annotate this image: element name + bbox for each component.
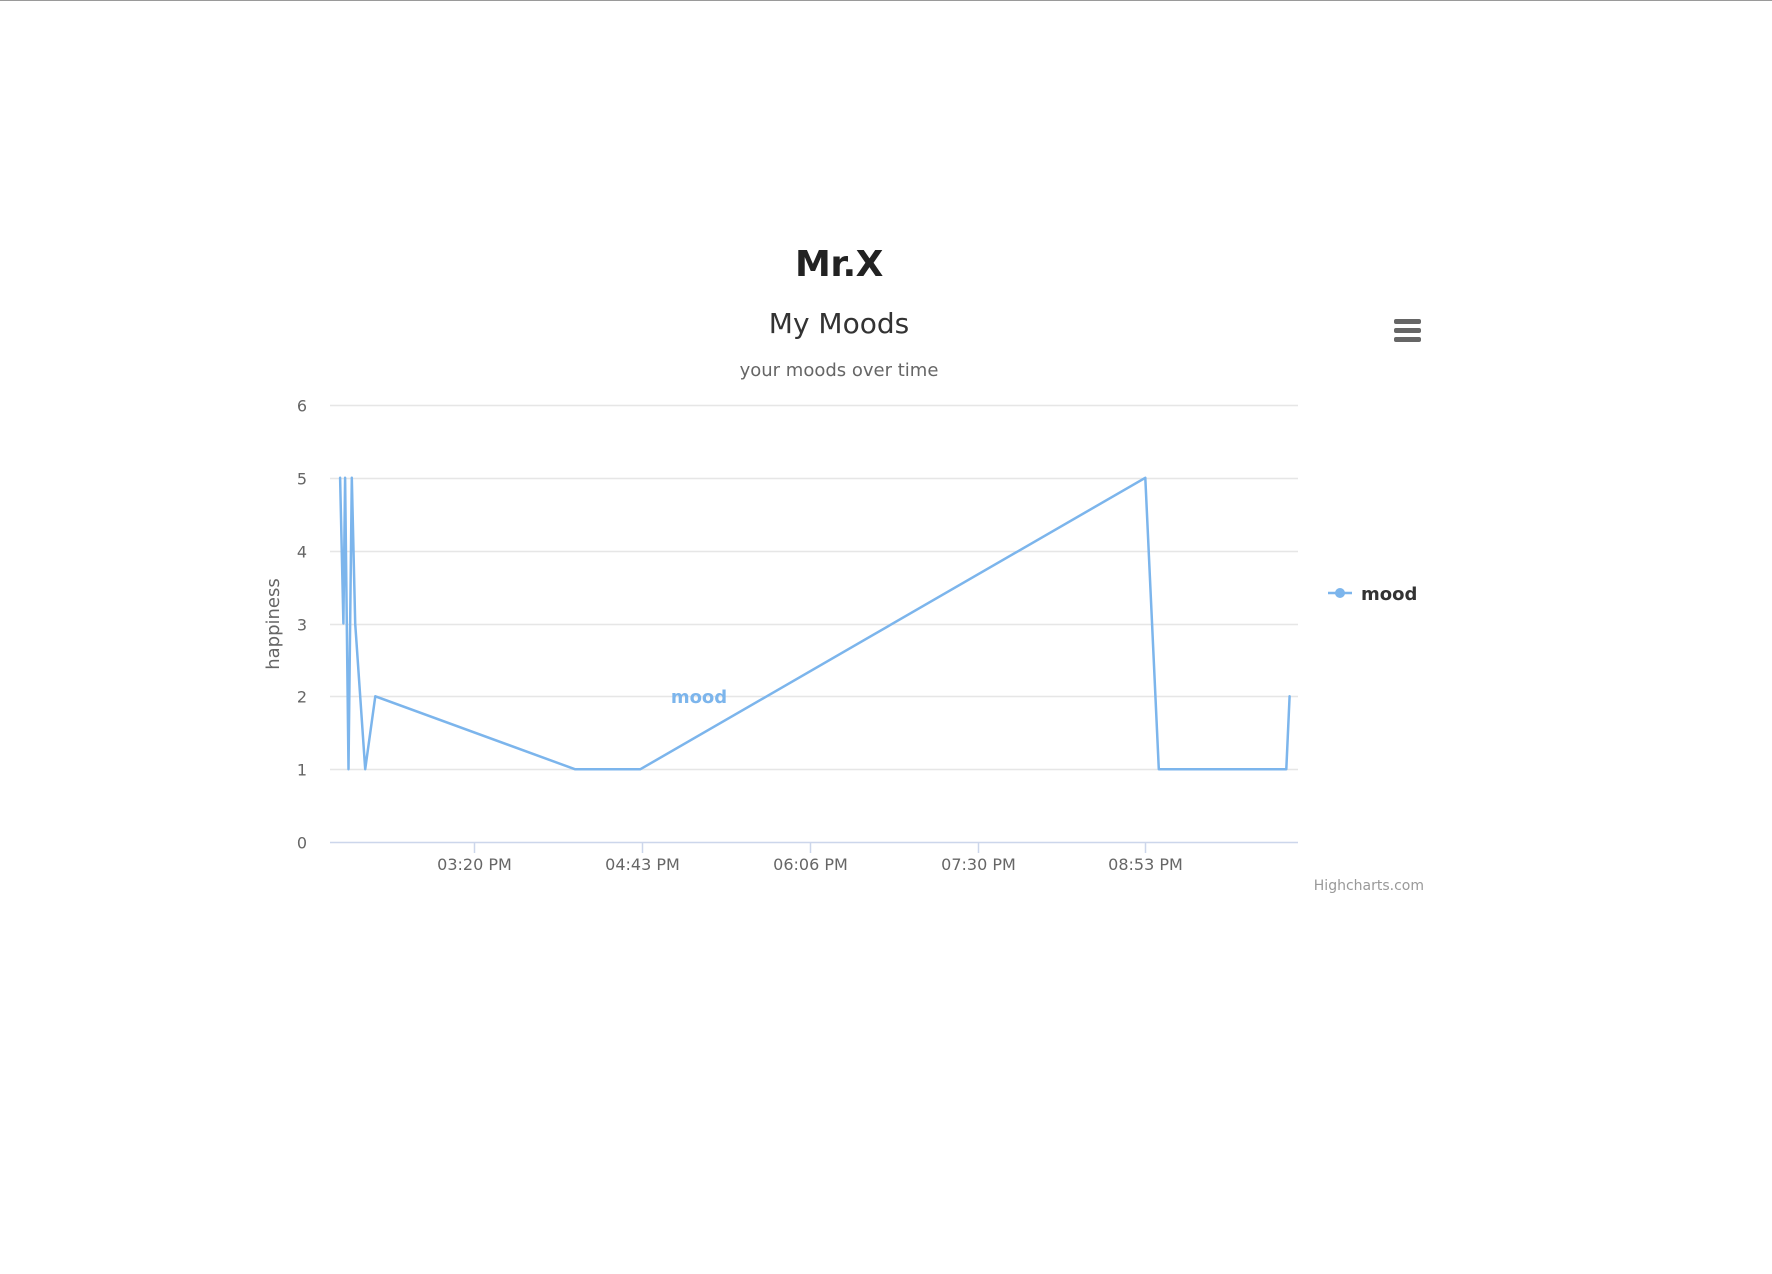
y-tick-label: 2 xyxy=(297,688,307,707)
legend-marker-symbol xyxy=(1335,588,1345,598)
x-tick-label: 04:43 PM xyxy=(605,855,680,874)
x-axis: 03:20 PM 04:43 PM 06:06 PM 07:30 PM 08:53 PM xyxy=(330,841,1298,874)
data-point[interactable] xyxy=(1153,763,1165,775)
hamburger-bar-top xyxy=(1394,319,1421,324)
series-inline-label: mood xyxy=(671,687,727,708)
credits-link[interactable]: Highcharts.com xyxy=(1314,878,1424,894)
x-tick-label: 03:20 PM xyxy=(437,855,512,874)
series-group xyxy=(337,472,1296,775)
data-point[interactable] xyxy=(1139,472,1151,484)
data-point[interactable] xyxy=(369,690,381,702)
hamburger-bar-bottom xyxy=(1394,337,1421,342)
y-tick-label: 4 xyxy=(297,543,307,562)
legend-label-mood[interactable]: mood xyxy=(1361,584,1417,605)
legend-item-mood[interactable]: mood xyxy=(1328,584,1417,605)
y-axis: 0 1 2 3 4 5 6 xyxy=(297,397,307,853)
data-point[interactable] xyxy=(569,763,581,775)
hamburger-bar-middle xyxy=(1394,328,1421,333)
hamburger-menu-icon[interactable] xyxy=(1394,319,1421,342)
data-point[interactable] xyxy=(337,618,349,630)
window-top-border xyxy=(0,0,1772,1)
y-grid-lines xyxy=(330,404,1298,771)
chart-title: My Moods xyxy=(769,307,909,340)
y-axis-title: happiness xyxy=(263,578,284,670)
chart-context-menu-button[interactable] xyxy=(1390,314,1426,348)
data-point[interactable] xyxy=(342,763,354,775)
data-point[interactable] xyxy=(1280,763,1292,775)
x-tick-label: 08:53 PM xyxy=(1108,855,1183,874)
data-point[interactable] xyxy=(1284,690,1296,702)
y-tick-label: 0 xyxy=(297,834,307,853)
data-point[interactable] xyxy=(359,763,371,775)
data-point[interactable] xyxy=(346,472,358,484)
page-heading: Mr.X xyxy=(795,244,883,285)
data-point[interactable] xyxy=(634,763,646,775)
chart-subtitle: your moods over time xyxy=(740,360,939,381)
y-tick-label: 3 xyxy=(297,616,307,635)
y-tick-label: 1 xyxy=(297,761,307,780)
data-point[interactable] xyxy=(349,618,361,630)
x-tick-label: 07:30 PM xyxy=(941,855,1016,874)
y-tick-label: 6 xyxy=(297,397,307,416)
series-line-mood[interactable] xyxy=(338,476,1291,771)
y-tick-label: 5 xyxy=(297,470,307,489)
x-tick-label: 06:06 PM xyxy=(773,855,848,874)
